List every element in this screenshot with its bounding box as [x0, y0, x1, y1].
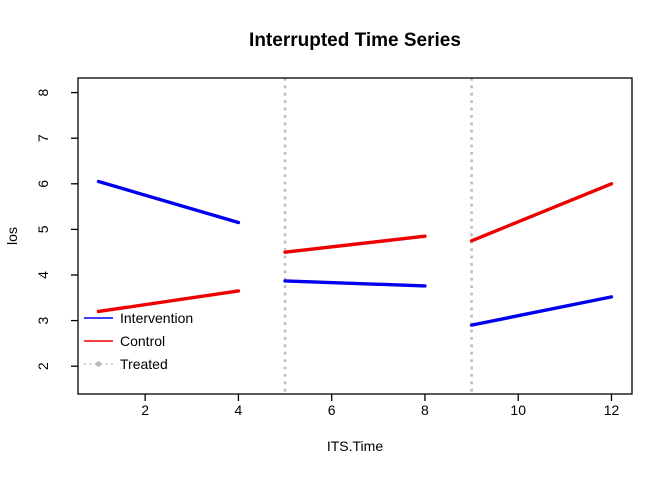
y-tick-label: 2 [35, 362, 51, 370]
chart-title: Interrupted Time Series [249, 30, 461, 51]
y-tick-label: 4 [35, 271, 51, 279]
intervention-line-segment [469, 295, 614, 327]
y-axis-label: los [4, 227, 20, 245]
legend-treated-label: Treated [120, 356, 168, 372]
intervention-line-segment [283, 279, 427, 288]
plot-area: 2 4 6 8 10 12 2 3 4 5 6 7 8 Intervention Control Treate… [35, 77, 633, 418]
control-line-segment [283, 234, 427, 254]
y-tick-label: 3 [35, 316, 51, 324]
intervention-line-segment [96, 179, 241, 225]
y-tick-label: 6 [35, 180, 51, 188]
x-axis-label: ITS.Time [327, 438, 383, 454]
x-tick-label: 2 [141, 402, 149, 418]
legend-intervention-label: Intervention [120, 310, 193, 326]
x-tick-label: 4 [235, 402, 243, 418]
x-tick-label: 8 [421, 402, 429, 418]
x-tick-label: 6 [328, 402, 336, 418]
legend-treated-marker [95, 361, 102, 367]
y-tick-label: 5 [35, 225, 51, 233]
legend-control-label: Control [120, 333, 165, 349]
y-tick-label: 7 [35, 134, 51, 142]
plot-frame [77, 77, 633, 395]
x-tick-label: 12 [604, 402, 620, 418]
control-line-segment [96, 289, 241, 314]
x-tick-label: 10 [510, 402, 526, 418]
y-tick-label: 8 [35, 88, 51, 96]
control-line-segment [469, 182, 614, 243]
